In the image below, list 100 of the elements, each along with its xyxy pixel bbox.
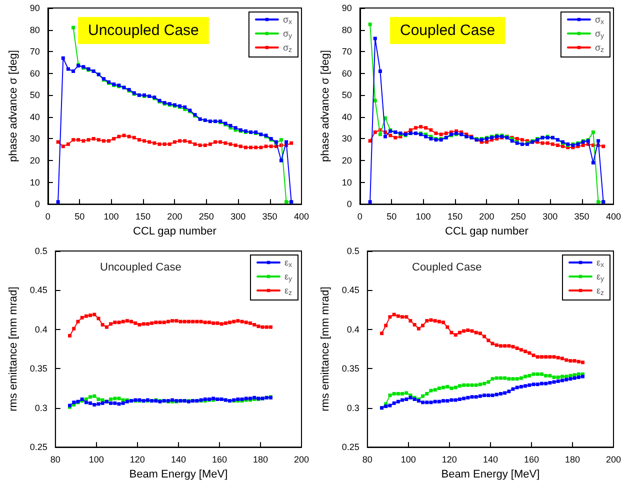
point bbox=[76, 320, 80, 324]
point bbox=[82, 139, 86, 143]
x-tick-label: 200 bbox=[167, 212, 182, 222]
point bbox=[442, 399, 446, 403]
y-tick-label: 60 bbox=[30, 68, 40, 78]
point bbox=[515, 386, 519, 390]
point bbox=[392, 401, 396, 405]
point bbox=[290, 141, 294, 145]
point bbox=[602, 144, 606, 148]
point bbox=[437, 320, 441, 324]
y-tick-label: 80 bbox=[342, 24, 352, 35]
point bbox=[478, 394, 482, 398]
point bbox=[66, 142, 70, 146]
point bbox=[474, 330, 478, 334]
point bbox=[568, 377, 572, 381]
point bbox=[454, 398, 458, 402]
point bbox=[396, 314, 400, 318]
x-axis-title: CCL gap number bbox=[445, 226, 529, 238]
point bbox=[532, 382, 536, 386]
x-tick-label: 200 bbox=[294, 454, 310, 465]
point bbox=[384, 324, 388, 328]
y-tick-label: 80 bbox=[30, 24, 40, 35]
point bbox=[515, 346, 519, 350]
y-tick-label: 60 bbox=[342, 68, 352, 78]
point bbox=[134, 321, 138, 325]
point bbox=[76, 138, 80, 142]
y-tick-label: 0.25 bbox=[30, 442, 48, 452]
y-tick-label: 30 bbox=[342, 134, 352, 144]
point bbox=[424, 126, 428, 130]
point bbox=[178, 139, 182, 143]
point bbox=[248, 321, 252, 325]
point bbox=[425, 400, 429, 404]
point bbox=[544, 355, 548, 359]
point bbox=[412, 322, 416, 326]
point bbox=[540, 382, 544, 386]
point bbox=[433, 319, 437, 323]
point bbox=[92, 402, 96, 406]
point bbox=[490, 394, 494, 398]
x-tick-label: 250 bbox=[198, 212, 214, 222]
point bbox=[92, 312, 96, 316]
point bbox=[107, 139, 111, 143]
point bbox=[404, 398, 408, 401]
point bbox=[572, 373, 576, 377]
point bbox=[162, 142, 166, 146]
x-tick-label: 140 bbox=[482, 454, 498, 465]
x-tick-label: 350 bbox=[262, 212, 278, 222]
point bbox=[88, 401, 92, 405]
y-tick-label: 0 bbox=[34, 199, 40, 210]
point bbox=[182, 320, 186, 324]
point bbox=[137, 138, 141, 142]
point bbox=[540, 372, 544, 376]
point bbox=[117, 134, 121, 138]
y-tick-label: 90 bbox=[30, 3, 40, 13]
point bbox=[482, 334, 486, 338]
x-tick-label: 400 bbox=[294, 212, 310, 222]
point bbox=[392, 392, 396, 396]
point bbox=[72, 26, 76, 30]
point bbox=[396, 400, 400, 404]
y-tick-label: 40 bbox=[342, 112, 352, 122]
point bbox=[482, 382, 486, 386]
point bbox=[396, 392, 400, 396]
point bbox=[100, 322, 104, 326]
point bbox=[498, 376, 502, 380]
point bbox=[72, 400, 76, 404]
point bbox=[536, 372, 540, 376]
text: Uncoupled Case bbox=[100, 262, 182, 274]
point bbox=[572, 376, 576, 380]
y-tick-label: 20 bbox=[342, 156, 352, 166]
point bbox=[228, 124, 232, 128]
point bbox=[170, 319, 174, 323]
point bbox=[528, 383, 532, 387]
point bbox=[232, 320, 236, 324]
y-tick-label: 0.45 bbox=[342, 285, 360, 296]
point bbox=[400, 315, 404, 319]
point bbox=[100, 401, 104, 405]
point bbox=[458, 330, 462, 334]
y-tick-label: 0.4 bbox=[346, 324, 360, 334]
point bbox=[138, 322, 142, 326]
point bbox=[249, 146, 253, 150]
point bbox=[564, 378, 568, 382]
point bbox=[373, 36, 377, 40]
point bbox=[446, 325, 450, 329]
point bbox=[86, 138, 90, 142]
point bbox=[596, 139, 600, 143]
point bbox=[104, 325, 108, 329]
point bbox=[515, 377, 519, 381]
point bbox=[388, 394, 392, 398]
point bbox=[203, 320, 207, 324]
point bbox=[191, 320, 195, 324]
point bbox=[552, 380, 556, 384]
point bbox=[88, 395, 92, 399]
point bbox=[434, 132, 438, 136]
point bbox=[560, 374, 564, 378]
y-tick-label: 70 bbox=[30, 46, 40, 57]
point bbox=[433, 388, 437, 392]
point bbox=[536, 382, 540, 386]
point bbox=[490, 377, 494, 381]
point bbox=[576, 376, 580, 380]
point bbox=[450, 330, 454, 334]
point bbox=[524, 350, 528, 354]
